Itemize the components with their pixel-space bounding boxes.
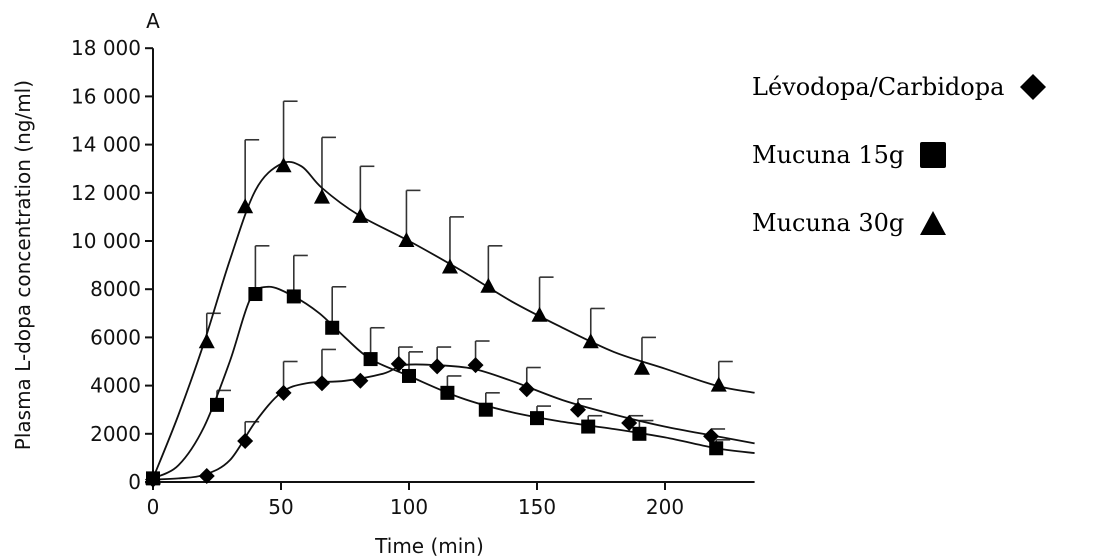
series-curve <box>152 363 755 481</box>
data-point-square <box>581 419 596 434</box>
y-tick-label: 2000 <box>90 422 141 446</box>
y-axis-title: Plasma L-dopa concentration (ng/ml) <box>11 80 35 450</box>
data-point-diamond <box>467 357 484 374</box>
fitted-curves <box>152 160 755 481</box>
y-tick-label: 12 000 <box>71 181 141 205</box>
data-point-diamond <box>313 375 330 392</box>
y-tick-label: 8000 <box>90 277 141 301</box>
legend-item-mucuna-15g: Mucuna 15g <box>752 140 1092 170</box>
data-point-triangle <box>237 198 254 214</box>
series-curve <box>152 285 755 480</box>
data-point-square <box>632 426 647 441</box>
legend-label-mucuna-30g: Mucuna 30g <box>752 209 905 237</box>
x-tick-label: 200 <box>646 495 684 519</box>
data-point-diamond <box>429 358 446 375</box>
triangle-icon <box>920 211 947 235</box>
data-point-triangle <box>531 306 548 322</box>
data-point-triangle <box>582 333 599 349</box>
data-point-triangle <box>398 232 415 247</box>
data-point-square <box>286 289 301 304</box>
data-point-triangle <box>275 157 292 173</box>
data-point-square <box>325 320 340 335</box>
x-tick-label: 150 <box>518 495 556 519</box>
data-point-triangle <box>145 469 161 485</box>
data-point-square <box>440 385 455 400</box>
x-tick-label: 50 <box>268 495 293 519</box>
data-point-triangle <box>441 258 458 274</box>
y-tick-label: 6000 <box>90 325 141 349</box>
data-point-square <box>402 368 416 383</box>
data-point-diamond <box>569 401 586 418</box>
data-point-diamond <box>352 372 369 389</box>
data-point-square <box>530 411 544 426</box>
data-markers <box>145 157 727 488</box>
diamond-icon <box>1020 74 1047 100</box>
data-point-triangle <box>480 277 497 293</box>
data-point-square <box>363 352 378 367</box>
series-curve <box>152 160 755 479</box>
data-point-square <box>478 402 493 417</box>
y-tick-label: 14 000 <box>71 133 141 157</box>
data-point-square <box>709 441 724 456</box>
x-axis-title: Time (min) <box>374 534 484 558</box>
data-point-diamond <box>237 433 254 450</box>
data-point-triangle <box>198 333 215 349</box>
data-point-diamond <box>198 467 215 484</box>
data-point-triangle <box>352 207 369 223</box>
data-point-square <box>248 287 263 302</box>
legend-label-mucuna-15g: Mucuna 15g <box>752 141 905 169</box>
legend-label-levodopa: Lévodopa/Carbidopa <box>752 73 1005 101</box>
data-point-triangle <box>313 188 330 204</box>
data-point-triangle <box>633 359 650 375</box>
data-point-square <box>210 397 224 412</box>
legend: Lévodopa/Carbidopa Mucuna 15g Mucuna 30g <box>752 72 1092 276</box>
y-tick-label: 0 <box>128 470 141 494</box>
y-tick-label: 10 000 <box>71 229 141 253</box>
data-point-triangle <box>710 376 727 392</box>
legend-item-levodopa: Lévodopa/Carbidopa <box>752 72 1092 102</box>
y-tick-label: 18 000 <box>71 36 141 60</box>
data-point-diamond <box>390 355 407 372</box>
square-icon <box>920 142 947 168</box>
x-tick-label: 0 <box>147 495 160 519</box>
legend-item-mucuna-30g: Mucuna 30g <box>752 208 1092 238</box>
x-tick-label: 100 <box>390 495 428 519</box>
y-tick-label: 16 000 <box>71 84 141 108</box>
panel-label: A <box>146 9 160 33</box>
y-tick-label: 4000 <box>90 374 141 398</box>
data-point-diamond <box>275 384 292 401</box>
data-point-diamond <box>703 428 720 445</box>
data-point-diamond <box>518 381 535 398</box>
